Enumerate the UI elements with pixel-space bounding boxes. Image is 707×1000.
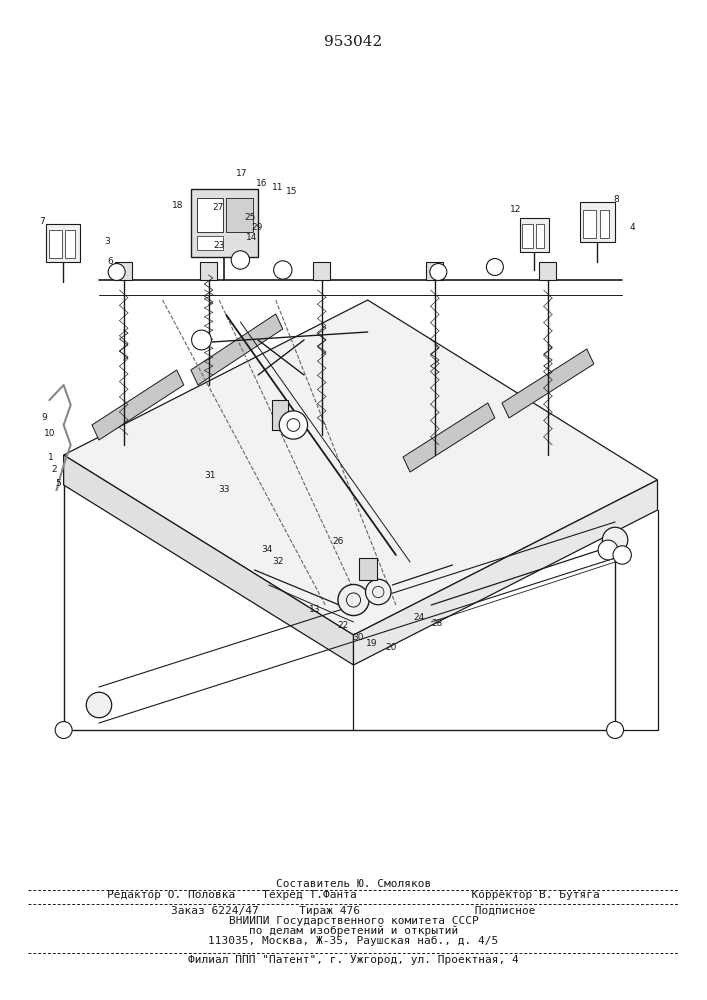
Text: 5: 5 xyxy=(55,479,61,488)
Text: 4: 4 xyxy=(630,223,636,232)
Text: 12: 12 xyxy=(510,206,522,215)
Ellipse shape xyxy=(598,540,618,560)
Bar xyxy=(49,230,62,258)
Text: 23: 23 xyxy=(214,240,225,249)
Bar xyxy=(272,400,288,430)
Text: 29: 29 xyxy=(251,224,262,232)
Polygon shape xyxy=(92,370,184,440)
Bar xyxy=(226,198,253,232)
Bar xyxy=(191,189,258,257)
Text: 9: 9 xyxy=(41,414,47,422)
Ellipse shape xyxy=(231,251,250,269)
Text: по делам изобретений и открытий: по делам изобретений и открытий xyxy=(249,926,458,936)
Text: 25: 25 xyxy=(244,213,255,222)
Bar xyxy=(583,210,596,238)
Bar xyxy=(520,218,549,252)
Ellipse shape xyxy=(602,527,628,553)
Polygon shape xyxy=(354,480,658,665)
Text: 24: 24 xyxy=(413,613,424,622)
Text: 2: 2 xyxy=(52,466,57,475)
Ellipse shape xyxy=(86,692,112,718)
Text: 8: 8 xyxy=(614,196,619,205)
Text: 953042: 953042 xyxy=(325,35,382,49)
Text: 13: 13 xyxy=(309,605,320,614)
Bar xyxy=(539,262,556,280)
Bar xyxy=(359,558,377,580)
Ellipse shape xyxy=(274,261,292,279)
Text: 7: 7 xyxy=(40,218,45,227)
Text: 19: 19 xyxy=(366,640,378,648)
Polygon shape xyxy=(502,349,594,418)
Ellipse shape xyxy=(607,722,624,738)
Text: 14: 14 xyxy=(246,233,257,242)
Bar xyxy=(313,262,330,280)
Bar xyxy=(536,224,544,248)
Bar xyxy=(65,230,75,258)
Text: 6: 6 xyxy=(107,257,113,266)
Ellipse shape xyxy=(55,722,72,738)
Text: Заказ 6224/47      Тираж 476                 Подписное: Заказ 6224/47 Тираж 476 Подписное xyxy=(171,906,536,916)
Bar xyxy=(46,224,80,262)
Ellipse shape xyxy=(430,264,447,280)
Text: 31: 31 xyxy=(204,472,216,481)
Text: 20: 20 xyxy=(385,644,397,652)
Ellipse shape xyxy=(108,264,125,280)
Text: 28: 28 xyxy=(431,619,443,629)
Text: 18: 18 xyxy=(173,200,184,210)
Bar xyxy=(197,198,223,232)
Text: ВНИИПИ Государственного комитета СССР: ВНИИПИ Государственного комитета СССР xyxy=(228,916,479,926)
Text: 10: 10 xyxy=(45,430,56,438)
Bar xyxy=(197,236,223,250)
Text: 11: 11 xyxy=(272,182,284,192)
Bar xyxy=(600,210,609,238)
Bar xyxy=(115,262,132,280)
Text: 17: 17 xyxy=(236,169,247,178)
Ellipse shape xyxy=(486,259,503,275)
Ellipse shape xyxy=(613,546,631,564)
Text: 33: 33 xyxy=(218,486,230,494)
Polygon shape xyxy=(403,403,495,472)
Ellipse shape xyxy=(279,411,308,439)
Ellipse shape xyxy=(338,584,369,616)
Text: 26: 26 xyxy=(332,538,344,546)
Text: 3: 3 xyxy=(105,237,110,246)
Text: Филиал ППП "Патент", г. Ужгород, ул. Проектная, 4: Филиал ППП "Патент", г. Ужгород, ул. Про… xyxy=(188,955,519,965)
Text: 34: 34 xyxy=(261,544,272,554)
Text: 15: 15 xyxy=(286,188,298,196)
Text: 22: 22 xyxy=(337,620,349,630)
Text: Составитель Ю. Смоляков: Составитель Ю. Смоляков xyxy=(276,879,431,889)
Text: Редактор О. Половка    Техред Т.Фанта                 Корректор В. Бутяга: Редактор О. Половка Техред Т.Фанта Корре… xyxy=(107,890,600,900)
Text: 27: 27 xyxy=(212,202,223,212)
Polygon shape xyxy=(64,300,658,635)
Bar xyxy=(580,202,615,242)
Text: 113035, Москва, Ж-35, Раушская наб., д. 4/5: 113035, Москва, Ж-35, Раушская наб., д. … xyxy=(209,936,498,946)
Polygon shape xyxy=(64,455,354,665)
Polygon shape xyxy=(191,314,283,385)
Text: 1: 1 xyxy=(48,452,54,462)
Bar xyxy=(200,262,217,280)
Ellipse shape xyxy=(192,330,211,350)
Text: 30: 30 xyxy=(352,634,363,643)
Bar xyxy=(522,224,533,248)
Bar xyxy=(426,262,443,280)
Text: 16: 16 xyxy=(256,178,267,188)
Text: 32: 32 xyxy=(272,558,284,566)
Ellipse shape xyxy=(366,579,391,605)
